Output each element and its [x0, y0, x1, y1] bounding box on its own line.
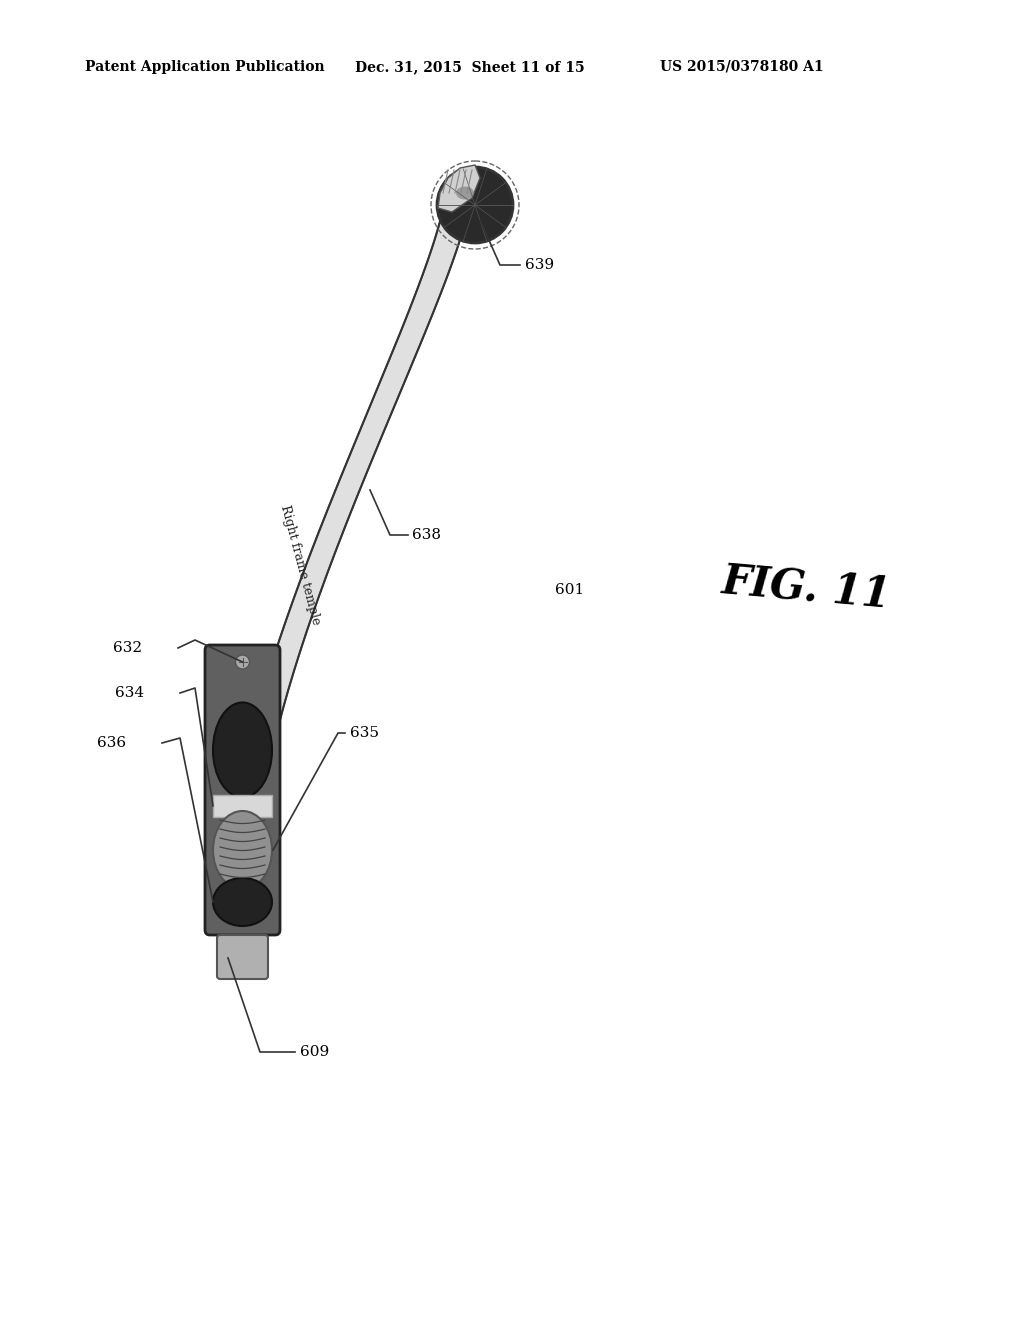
FancyBboxPatch shape	[205, 645, 280, 935]
Ellipse shape	[213, 702, 272, 797]
Circle shape	[437, 168, 513, 243]
Text: 632: 632	[113, 642, 142, 655]
Text: FIG. 11: FIG. 11	[720, 560, 893, 616]
Circle shape	[236, 655, 250, 669]
FancyBboxPatch shape	[217, 935, 268, 979]
Text: US 2015/0378180 A1: US 2015/0378180 A1	[660, 59, 823, 74]
Polygon shape	[438, 165, 480, 213]
Text: Right frame temple: Right frame temple	[278, 504, 323, 626]
Ellipse shape	[213, 878, 272, 927]
Text: Dec. 31, 2015  Sheet 11 of 15: Dec. 31, 2015 Sheet 11 of 15	[355, 59, 585, 74]
Text: Patent Application Publication: Patent Application Publication	[85, 59, 325, 74]
Text: 609: 609	[300, 1045, 330, 1059]
Bar	[213, 795, 272, 817]
Text: 634: 634	[115, 686, 144, 700]
Ellipse shape	[456, 186, 474, 199]
Text: 639: 639	[525, 257, 554, 272]
Text: 601: 601	[555, 583, 585, 597]
Text: 638: 638	[412, 528, 441, 543]
Ellipse shape	[213, 810, 272, 888]
Text: 636: 636	[97, 737, 126, 750]
Polygon shape	[230, 201, 470, 870]
Text: 635: 635	[350, 726, 379, 741]
